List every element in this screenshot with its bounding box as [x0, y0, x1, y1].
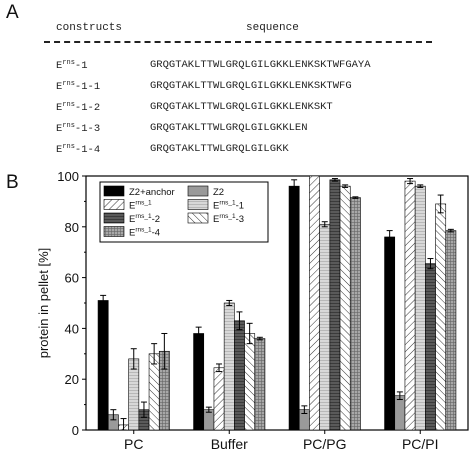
legend-swatch: [103, 185, 125, 197]
bar: [414, 185, 426, 431]
legend-label: Erns_1: [129, 200, 152, 212]
bar: [394, 395, 406, 431]
bar: [425, 263, 436, 431]
x-tick-label: Buffer: [211, 436, 248, 452]
legend-swatch: [103, 199, 125, 210]
legend-swatch: [103, 226, 125, 237]
bar: [244, 333, 256, 431]
construct-name: Erns-1-4: [56, 143, 101, 156]
y-tick-label: 100: [57, 169, 79, 184]
legend-label: Erns_1-3: [213, 213, 244, 225]
legend-label: Erns_1-2: [129, 213, 160, 225]
bar: [445, 230, 457, 431]
panel-a-label: A: [6, 2, 19, 23]
y-tick-label: 80: [65, 220, 79, 235]
construct-name: Erns-1: [56, 59, 88, 72]
bar: [339, 185, 351, 431]
y-tick-label: 0: [72, 423, 79, 438]
bar: [254, 338, 266, 431]
y-tick-label: 20: [65, 372, 79, 387]
bar: [329, 179, 341, 431]
bar: [288, 185, 300, 431]
y-tick-label: 60: [65, 271, 79, 286]
bar: [435, 203, 447, 431]
construct-sequence: GRQGTAKLTTWLGRQLGILGKK: [150, 143, 289, 155]
legend-swatch: [103, 212, 125, 224]
construct-sequence: GRQGTAKLTTWLGRQLGILGKKLENKSKTWFGAYA: [150, 59, 371, 71]
y-tick-label: 40: [65, 321, 79, 336]
legend-swatch: [187, 212, 209, 224]
legend-label: Erns_1-4: [129, 227, 160, 239]
construct-sequence: GRQGTAKLTTWLGRQLGILGKKLENKSKT: [150, 101, 333, 113]
construct-name: Erns-1-1: [56, 80, 101, 93]
bar: [384, 236, 396, 431]
bar: [404, 180, 416, 431]
construct-name: Erns-1-2: [56, 101, 101, 114]
y-axis-label: protein in pellet [%]: [36, 248, 51, 359]
header-divider: [44, 41, 432, 43]
bar: [349, 197, 361, 431]
bar: [193, 333, 205, 431]
bar: [309, 175, 320, 431]
bar: [148, 353, 160, 431]
bar: [213, 367, 225, 431]
legend-label: Z2+anchor: [129, 187, 175, 198]
legend-box: [99, 181, 269, 243]
bar: [128, 358, 140, 431]
x-tick-label: PC/PG: [303, 436, 347, 452]
construct-name: Erns-1-3: [56, 122, 101, 135]
sequence-header: sequence: [246, 22, 299, 34]
x-tick-label: PC/PI: [402, 436, 439, 452]
construct-sequence: GRQGTAKLTTWLGRQLGILGKKLENKSKTWFG: [150, 80, 352, 92]
construct-sequence: GRQGTAKLTTWLGRQLGILGKKLEN: [150, 122, 308, 134]
bar: [234, 320, 245, 431]
bar: [319, 223, 331, 431]
x-tick-label: PC: [124, 436, 143, 452]
legend-swatch: [187, 199, 209, 210]
constructs-header: constructs: [56, 22, 123, 34]
panel-b-label: B: [6, 172, 19, 193]
legend-label: Erns_1-1: [213, 200, 244, 212]
bar: [203, 409, 215, 431]
legend-swatch: [187, 185, 209, 197]
legend-label: Z2: [213, 187, 224, 198]
bar: [223, 302, 235, 431]
bar: [97, 300, 109, 431]
